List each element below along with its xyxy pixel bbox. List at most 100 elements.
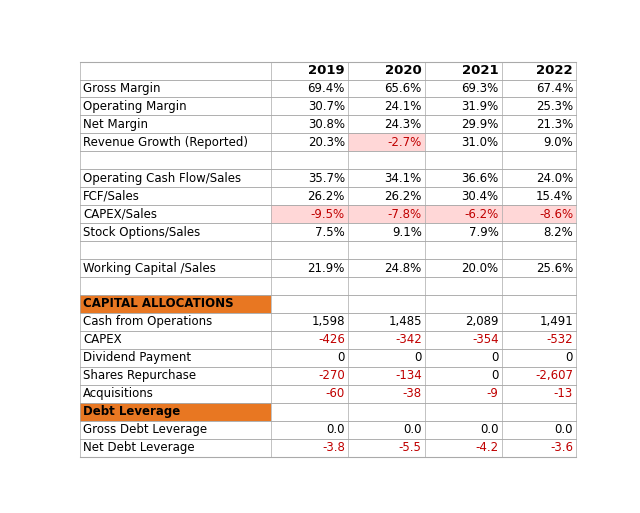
Text: -342: -342 (395, 333, 422, 346)
Text: 35.7%: 35.7% (308, 172, 345, 185)
Bar (80, 277, 271, 295)
Text: Stock Options/Sales: Stock Options/Sales (83, 226, 200, 239)
Bar (271, 367, 348, 385)
Text: 9.0%: 9.0% (543, 136, 573, 149)
Text: 30.7%: 30.7% (308, 100, 345, 113)
Text: 31.9%: 31.9% (461, 100, 499, 113)
Bar (425, 403, 502, 421)
Text: Gross Debt Leverage: Gross Debt Leverage (83, 423, 207, 436)
Bar (502, 403, 576, 421)
Bar (502, 241, 576, 259)
Bar (425, 115, 502, 133)
Text: 2,089: 2,089 (465, 315, 499, 328)
Bar (502, 295, 576, 313)
Text: 29.9%: 29.9% (461, 118, 499, 131)
Text: -13: -13 (554, 387, 573, 400)
Bar (348, 241, 425, 259)
Bar (271, 133, 348, 151)
Text: 2021: 2021 (462, 64, 499, 77)
Bar (425, 277, 502, 295)
Text: 0.0: 0.0 (326, 423, 345, 436)
Text: 0: 0 (414, 351, 422, 364)
Bar (271, 97, 348, 115)
Text: 21.9%: 21.9% (307, 262, 345, 274)
Text: 20.0%: 20.0% (461, 262, 499, 274)
Text: 1,598: 1,598 (312, 315, 345, 328)
Bar (271, 313, 348, 331)
Text: 24.3%: 24.3% (385, 118, 422, 131)
Bar (271, 403, 348, 421)
Text: -532: -532 (547, 333, 573, 346)
Text: 26.2%: 26.2% (307, 190, 345, 203)
Bar (425, 187, 502, 205)
Bar (348, 421, 425, 439)
Text: -3.8: -3.8 (322, 441, 345, 454)
Text: Net Debt Leverage: Net Debt Leverage (83, 441, 195, 454)
Bar (425, 313, 502, 331)
Bar (502, 421, 576, 439)
Text: Working Capital /Sales: Working Capital /Sales (83, 262, 216, 274)
Text: Gross Margin: Gross Margin (83, 82, 161, 95)
Text: Acquisitions: Acquisitions (83, 387, 154, 400)
Text: CAPEX/Sales: CAPEX/Sales (83, 208, 157, 221)
Bar (271, 151, 348, 169)
Bar (80, 385, 271, 403)
Bar (80, 133, 271, 151)
Text: 0.0: 0.0 (480, 423, 499, 436)
Bar (425, 223, 502, 241)
Bar (502, 115, 576, 133)
Text: -2.7%: -2.7% (387, 136, 422, 149)
Bar (502, 97, 576, 115)
Text: -9: -9 (487, 387, 499, 400)
Bar (271, 223, 348, 241)
Bar (348, 115, 425, 133)
Bar (271, 259, 348, 277)
Text: 1,491: 1,491 (540, 315, 573, 328)
Text: -5.5: -5.5 (399, 441, 422, 454)
Bar (348, 97, 425, 115)
Bar (80, 97, 271, 115)
Text: Cash from Operations: Cash from Operations (83, 315, 212, 328)
Bar (502, 385, 576, 403)
Text: CAPITAL ALLOCATIONS: CAPITAL ALLOCATIONS (83, 298, 234, 310)
Bar (348, 169, 425, 187)
Text: -4.2: -4.2 (476, 441, 499, 454)
Bar (80, 241, 271, 259)
Bar (348, 277, 425, 295)
Bar (348, 80, 425, 97)
Text: 0: 0 (337, 351, 345, 364)
Bar (80, 259, 271, 277)
Text: 25.6%: 25.6% (536, 262, 573, 274)
Bar (502, 439, 576, 457)
Bar (271, 331, 348, 349)
Text: Debt Leverage: Debt Leverage (83, 405, 180, 418)
Bar (348, 349, 425, 367)
Text: FCF/Sales: FCF/Sales (83, 190, 140, 203)
Text: -354: -354 (472, 333, 499, 346)
Bar (425, 367, 502, 385)
Bar (348, 439, 425, 457)
Text: 36.6%: 36.6% (461, 172, 499, 185)
Text: 15.4%: 15.4% (536, 190, 573, 203)
Text: 0.0: 0.0 (403, 423, 422, 436)
Bar (425, 295, 502, 313)
Bar (502, 277, 576, 295)
Text: 2022: 2022 (536, 64, 573, 77)
Bar (425, 205, 502, 223)
Bar (80, 62, 576, 80)
Text: Shares Repurchase: Shares Repurchase (83, 369, 196, 382)
Bar (80, 295, 271, 313)
Bar (80, 169, 271, 187)
Text: 31.0%: 31.0% (461, 136, 499, 149)
Bar (502, 133, 576, 151)
Bar (425, 241, 502, 259)
Bar (348, 187, 425, 205)
Text: Operating Margin: Operating Margin (83, 100, 187, 113)
Text: 0: 0 (492, 351, 499, 364)
Text: 26.2%: 26.2% (385, 190, 422, 203)
Text: -8.6%: -8.6% (539, 208, 573, 221)
Text: 30.8%: 30.8% (308, 118, 345, 131)
Text: Operating Cash Flow/Sales: Operating Cash Flow/Sales (83, 172, 241, 185)
Text: 0.0: 0.0 (554, 423, 573, 436)
Bar (502, 313, 576, 331)
